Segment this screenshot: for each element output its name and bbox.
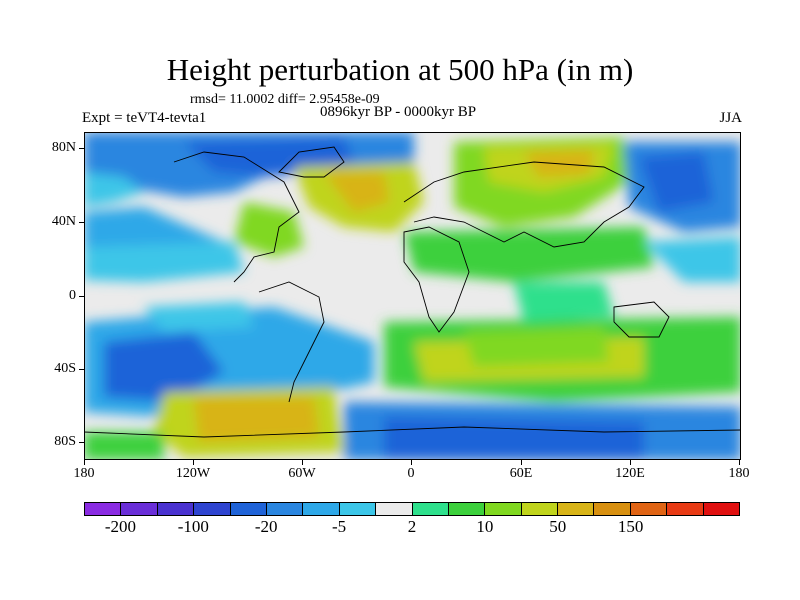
xtick-mark [193, 460, 194, 465]
colorbar-cell [266, 503, 304, 515]
stats-text: rmsd= 11.0002 diff= 2.95458e-09 [190, 92, 380, 107]
colorbar-cell [448, 503, 486, 515]
contour-field [84, 132, 741, 460]
ytick-mark [79, 222, 84, 223]
colorbar-label: -5 [332, 517, 347, 536]
colorbar-label: 50 [549, 517, 567, 536]
xtick-label-0: 0 [407, 466, 415, 481]
colorbar-label: -200 [104, 517, 137, 536]
colorbar-cell [339, 503, 377, 515]
experiment-label: Expt = teVT4-tevta1 [82, 110, 207, 126]
xtick-mark [630, 460, 631, 465]
xtick-mark [84, 460, 85, 465]
ytick-mark [79, 442, 84, 443]
ytick-mark [79, 369, 84, 370]
xtick-mark [302, 460, 303, 465]
colorbar-cell [667, 503, 704, 515]
ytick-label-40n: 40N [51, 214, 76, 229]
xtick-label-180w: 180 [73, 466, 95, 481]
ytick-mark [79, 148, 84, 149]
colorbar-label: 2 [407, 517, 417, 536]
colorbar-cell [521, 503, 559, 515]
colorbar-cell [594, 503, 631, 515]
colorbar-cell [157, 503, 195, 515]
colorbar-cell [703, 503, 740, 515]
xtick-mark [739, 460, 740, 465]
ytick-label-0: 0 [69, 288, 76, 303]
xtick-mark [521, 460, 522, 465]
xtick-label-180e: 180 [728, 466, 750, 481]
colorbar [84, 502, 740, 516]
xtick-label-60e: 60E [509, 466, 533, 481]
ytick-mark [79, 296, 84, 297]
period-label: 0896kyr BP - 0000kyr BP [320, 104, 477, 120]
colorbar-label: 10 [476, 517, 494, 536]
colorbar-cell [230, 503, 267, 515]
ytick-label-40s: 40S [54, 361, 76, 376]
xtick-label-120e: 120E [615, 466, 645, 481]
colorbar-label: -100 [177, 517, 209, 536]
colorbar-cell [485, 503, 522, 515]
colorbar-cell [303, 503, 340, 515]
colorbar-cell [630, 503, 668, 515]
xtick-label-120w: 120W [175, 466, 211, 481]
colorbar-label: 150 [617, 517, 644, 536]
colorbar-cell [121, 503, 158, 515]
map-title: Height perturbation at 500 hPa (in m) [166, 52, 634, 87]
ytick-label-80s: 80S [54, 434, 76, 449]
xtick-label-60w: 60W [288, 466, 316, 481]
colorbar-cell [85, 503, 122, 515]
season-label: JJA [719, 110, 742, 126]
colorbar-cell [412, 503, 449, 515]
ytick-label-80n: 80N [51, 140, 76, 155]
xtick-mark [411, 460, 412, 465]
colorbar-cell [558, 503, 595, 515]
colorbar-cell [376, 503, 413, 515]
map-panel [84, 132, 741, 460]
colorbar-cell [194, 503, 231, 515]
colorbar-label: -20 [254, 517, 278, 536]
